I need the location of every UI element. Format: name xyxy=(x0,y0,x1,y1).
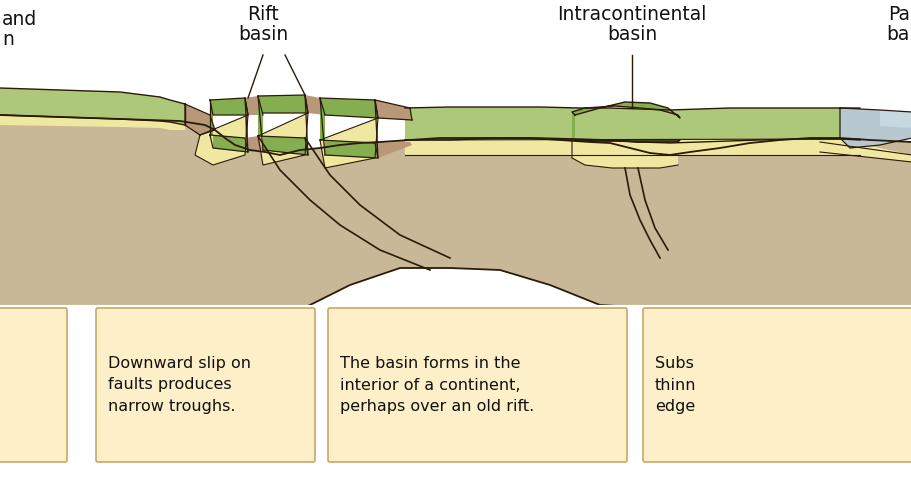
Text: basin: basin xyxy=(238,25,288,44)
Text: Rift: Rift xyxy=(247,5,279,24)
Text: ba: ba xyxy=(885,25,909,44)
Text: n: n xyxy=(2,30,14,49)
Polygon shape xyxy=(258,113,308,165)
Polygon shape xyxy=(0,115,911,312)
Polygon shape xyxy=(320,98,377,158)
FancyBboxPatch shape xyxy=(642,308,911,462)
Polygon shape xyxy=(0,88,185,125)
Polygon shape xyxy=(879,110,911,128)
Polygon shape xyxy=(404,107,859,143)
Text: Intracontinental: Intracontinental xyxy=(557,5,706,24)
Polygon shape xyxy=(304,95,324,115)
Text: Pa: Pa xyxy=(887,5,909,24)
Polygon shape xyxy=(571,140,677,168)
Polygon shape xyxy=(245,96,262,152)
FancyBboxPatch shape xyxy=(96,308,314,462)
Text: Downward slip on
faults produces
narrow troughs.: Downward slip on faults produces narrow … xyxy=(107,356,251,414)
Polygon shape xyxy=(258,95,308,155)
Polygon shape xyxy=(210,98,248,152)
Polygon shape xyxy=(839,108,911,148)
Text: basin: basin xyxy=(606,25,657,44)
Polygon shape xyxy=(320,118,377,168)
Text: The basin forms in the
interior of a continent,
perhaps over an old rift.: The basin forms in the interior of a con… xyxy=(340,356,534,414)
Polygon shape xyxy=(195,115,248,165)
Polygon shape xyxy=(404,139,859,155)
Text: Subs
thinn
edge: Subs thinn edge xyxy=(654,356,696,414)
FancyBboxPatch shape xyxy=(0,308,67,462)
FancyBboxPatch shape xyxy=(328,308,627,462)
Polygon shape xyxy=(819,138,911,162)
Polygon shape xyxy=(374,100,412,158)
Polygon shape xyxy=(185,104,215,135)
Text: and: and xyxy=(2,10,37,29)
Polygon shape xyxy=(0,115,185,130)
Polygon shape xyxy=(571,102,680,142)
